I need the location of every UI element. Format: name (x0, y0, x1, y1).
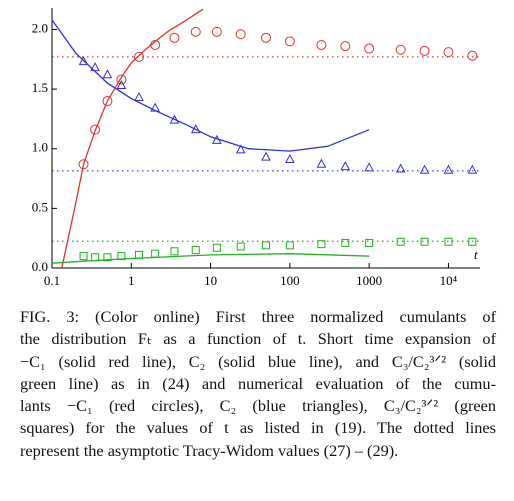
circle-marker (395, 44, 406, 55)
circle-marker (340, 41, 351, 52)
caption-line: represent the asymptotic Tracy-Widom val… (20, 440, 399, 460)
square-marker (341, 238, 350, 247)
square-marker (170, 247, 179, 256)
circle-marker (78, 159, 89, 170)
x-tick-label: 1000 (356, 273, 382, 288)
triangle-marker (364, 162, 374, 172)
circle-marker (261, 32, 271, 43)
circle-marker (284, 36, 295, 47)
square-marker (317, 240, 326, 249)
triangle-marker (261, 151, 271, 161)
circle-marker (419, 45, 430, 56)
square-marker (396, 237, 405, 246)
caption: FIG. 3: (Color online) First three norma… (20, 306, 496, 462)
circle-marker (116, 74, 127, 85)
triangle-marker (134, 91, 144, 101)
y-tick-label: 1.0 (32, 140, 48, 155)
circle-marker (443, 47, 454, 58)
chart: t 0.0 0.5 1.0 1.5 2.0 0.1 1 10 100 1000 10⁴ (32, 8, 480, 288)
curve (51, 253, 370, 264)
square-marker (79, 252, 88, 261)
triangle-marker (102, 69, 113, 79)
circle-marker (235, 29, 246, 40)
circle-marker (316, 39, 327, 50)
square-marker (236, 242, 245, 251)
curve (61, 8, 204, 269)
square-marker (468, 237, 477, 246)
y-tick-label: 0.0 (32, 259, 48, 274)
circle-marker (190, 26, 201, 37)
triangle-marker (235, 144, 246, 154)
square-marker (420, 237, 429, 246)
y-tick-label: 1.5 (32, 80, 48, 95)
square-marker (91, 253, 100, 262)
circle-marker (467, 50, 478, 61)
triangle-marker (285, 153, 295, 163)
x-tick-label: 10⁴ (440, 273, 458, 288)
triangle-marker (169, 114, 180, 124)
y-tick-label: 2.0 (32, 20, 48, 35)
caption-line: squares) for the values of t as listed i… (20, 418, 496, 438)
caption-line: green line) as in (24) and numerical eva… (20, 373, 496, 393)
triangle-marker (443, 164, 454, 174)
square-marker (262, 241, 270, 250)
circle-marker (102, 96, 113, 107)
triangle-marker (340, 161, 351, 171)
x-tick-label: 1 (128, 273, 135, 288)
triangle-marker (419, 164, 430, 174)
curve (51, 19, 370, 152)
triangle-marker (316, 158, 327, 168)
x-tick-label: 10 (204, 273, 217, 288)
triangle-marker (78, 56, 89, 66)
square-marker (212, 243, 221, 252)
caption-line: lants −C₁ (red circles), C₂ (blue triang… (20, 396, 496, 416)
triangle-marker (116, 79, 127, 90)
circle-marker (169, 32, 180, 43)
square-marker (191, 246, 200, 255)
triangle-marker (395, 163, 406, 173)
caption-line: FIG. 3: (Color online) First three norma… (20, 307, 496, 326)
caption-line: −C₁ (solid red line), C₂ (solid blue lin… (20, 351, 496, 371)
square-marker (285, 241, 294, 250)
y-tick-label: 0.5 (32, 199, 48, 214)
circle-marker (364, 43, 375, 54)
square-marker (444, 237, 453, 246)
square-marker (134, 250, 143, 259)
circle-marker (211, 26, 222, 37)
triangle-marker (467, 164, 478, 174)
x-axis-label: t (474, 247, 478, 262)
circle-marker (133, 51, 144, 62)
x-tick-label: 100 (280, 273, 300, 288)
square-marker (365, 238, 374, 247)
x-tick-label: 0.1 (44, 273, 60, 288)
square-marker (151, 249, 160, 258)
circle-marker (90, 124, 101, 135)
square-marker (103, 253, 112, 262)
caption-line: the distribution Fₜ as a function of t. … (20, 329, 496, 349)
